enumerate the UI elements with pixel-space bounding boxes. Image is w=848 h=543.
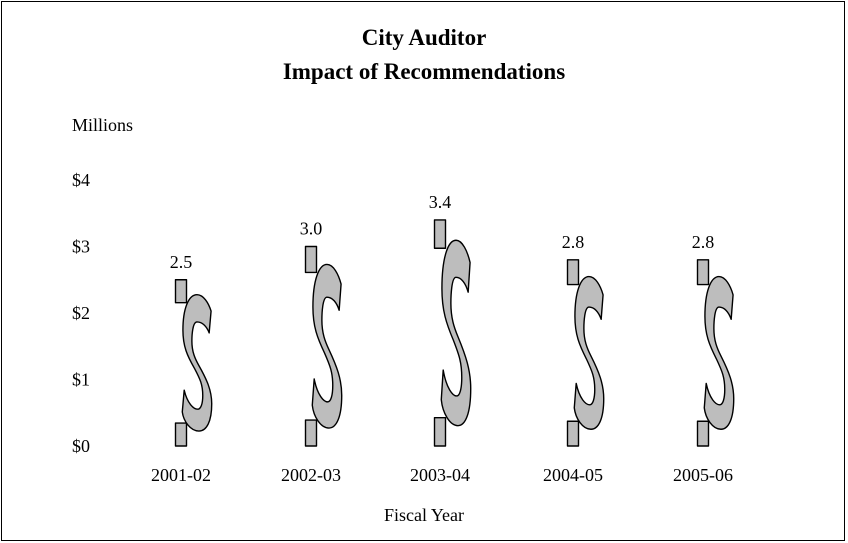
x-tick-label: 2005-06 <box>673 465 733 485</box>
dollar-bar-stem <box>696 259 710 286</box>
y-tick-label: $1 <box>72 370 90 390</box>
dollar-bar-stem <box>304 419 318 447</box>
x-tick-label: 2003-04 <box>410 465 470 485</box>
dollar-bar-stem <box>566 420 580 447</box>
dollar-bar-stem <box>174 279 188 304</box>
x-tick-label: 2001-02 <box>151 465 211 485</box>
dollar-bar-2004-05 <box>566 259 605 447</box>
data-label: 2.8 <box>692 232 715 252</box>
dollar-bar-stem <box>696 420 710 447</box>
y-tick-label: $3 <box>72 237 90 257</box>
x-tick-label: 2004-05 <box>543 465 603 485</box>
data-label: 2.5 <box>170 252 193 272</box>
x-tick-label: 2002-03 <box>281 465 341 485</box>
dollar-bar-2005-06 <box>696 259 735 447</box>
y-tick-label: $0 <box>72 436 90 456</box>
dollar-s-shape <box>181 294 213 432</box>
dollar-bar-2001-02 <box>174 279 213 447</box>
y-tick-label: $2 <box>72 303 90 323</box>
dollar-s-shape <box>440 239 472 427</box>
data-label: 2.8 <box>562 232 585 252</box>
data-label: 3.0 <box>300 219 323 239</box>
dollar-bar-2002-03 <box>304 245 343 447</box>
y-axis-label: Millions <box>72 115 134 135</box>
y-tick-label: $4 <box>72 170 90 190</box>
dollar-bar-stem <box>566 259 580 286</box>
dollar-bar-stem <box>433 219 447 249</box>
dollar-s-shape <box>573 275 605 430</box>
dollar-bar-stem <box>433 416 447 447</box>
chart-title: City Auditor <box>361 25 487 50</box>
dollar-s-shape <box>703 275 735 430</box>
chart-subtitle: Impact of Recommendations <box>282 59 566 84</box>
x-axis-label: Fiscal Year <box>384 505 464 525</box>
dollar-bar-stem <box>304 245 318 274</box>
dollar-bar-stem <box>174 422 188 447</box>
dollar-s-shape <box>311 263 343 429</box>
data-label: 3.4 <box>429 192 452 212</box>
dollar-bar-2003-04 <box>433 219 472 447</box>
